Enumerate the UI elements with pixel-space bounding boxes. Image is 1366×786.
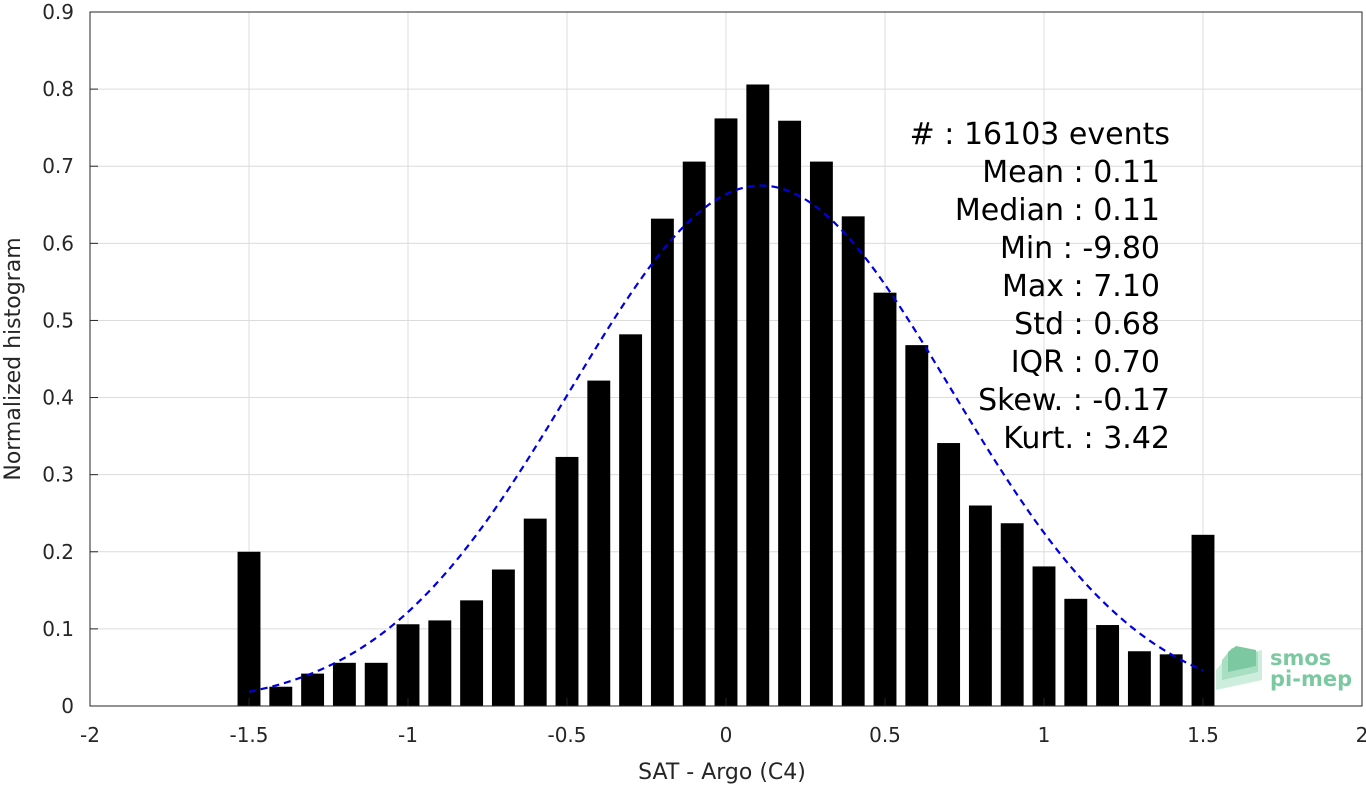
stat-line: # : 16103 events: [910, 117, 1170, 152]
histogram-bar: [332, 662, 356, 706]
gaussian-fit-curve: [248, 184, 1204, 693]
histogram-bar: [1032, 566, 1056, 706]
y-tick-label: 0.4: [42, 386, 74, 410]
logo-line-1: smos: [1270, 646, 1331, 670]
histogram-bar: [1159, 654, 1183, 706]
stat-line: Max : 7.10: [1002, 269, 1160, 304]
x-ticks: -2 -1.5 -1 -0.5 0 0.5 1 1.5 2: [80, 698, 1366, 747]
logo-mark-icon: [1216, 646, 1262, 690]
histogram-bar: [396, 624, 420, 706]
histogram-bar: [968, 505, 992, 706]
histogram-bar: [1000, 523, 1024, 706]
x-tick-label: -2: [80, 723, 100, 747]
y-tick-label: 0.5: [42, 308, 74, 332]
y-tick-label: 0.9: [42, 0, 74, 24]
histogram-bar: [746, 84, 770, 707]
y-tick-label: 0: [61, 694, 74, 718]
histogram-bar: [491, 569, 515, 706]
x-tick-label: -0.5: [547, 723, 586, 747]
histogram-bar: [714, 118, 738, 706]
histogram-bar: [1127, 651, 1151, 706]
histogram-bar: [841, 216, 865, 706]
logo-line-2: pi-mep: [1270, 667, 1352, 691]
histogram-bar: [428, 620, 452, 706]
histogram-bar: [523, 518, 547, 706]
stat-line: Mean : 0.11: [982, 155, 1160, 190]
y-axis-label: Normalized histogram: [1, 237, 26, 480]
histogram-bar: [460, 600, 484, 706]
smos-pi-mep-logo: smos pi-mep: [1216, 646, 1352, 691]
x-tick-label: 1: [1038, 723, 1051, 747]
y-tick-label: 0.6: [42, 231, 74, 255]
y-tick-label: 0.2: [42, 540, 74, 564]
bars: [237, 84, 1215, 707]
x-tick-label: 0.5: [869, 723, 901, 747]
histogram-bar: [301, 673, 325, 706]
y-tick-label: 0.8: [42, 77, 74, 101]
histogram-bar: [937, 443, 961, 706]
stat-line: Kurt. : 3.42: [1003, 421, 1170, 456]
x-tick-label: 1.5: [1187, 723, 1219, 747]
y-tick-label: 0.7: [42, 154, 74, 178]
histogram-bar: [587, 380, 611, 706]
histogram-bar: [269, 686, 293, 706]
x-tick-label: -1: [398, 723, 418, 747]
histogram-bar: [905, 345, 929, 706]
stat-line: Median : 0.11: [955, 193, 1160, 228]
x-tick-label: 2: [1356, 723, 1366, 747]
x-axis-label: SAT - Argo (C4): [638, 760, 806, 785]
histogram-bar: [650, 218, 674, 706]
x-tick-label: -1.5: [229, 723, 268, 747]
histogram-bar: [682, 161, 706, 706]
histogram-bar: [555, 456, 579, 706]
x-tick-label: 0: [720, 723, 733, 747]
histogram-bar: [364, 662, 388, 706]
histogram-bar: [237, 551, 261, 706]
histogram-bar: [1064, 598, 1088, 706]
histogram-bar: [1191, 534, 1215, 706]
histogram-bar: [873, 292, 897, 706]
stat-line: Skew. : -0.17: [978, 383, 1170, 418]
histogram-bar: [778, 120, 802, 706]
stat-line: Min : -9.80: [1000, 231, 1160, 266]
histogram-bar: [809, 161, 833, 706]
stat-line: IQR : 0.70: [1011, 345, 1160, 380]
histogram-bar: [1096, 625, 1120, 706]
y-tick-label: 0.1: [42, 617, 74, 641]
y-ticks: 0 0.1 0.2 0.3 0.4 0.5 0.6 0.7 0.8 0.9: [42, 0, 98, 718]
histogram-bar: [619, 334, 643, 706]
y-tick-label: 0.3: [42, 463, 74, 487]
stat-line: Std : 0.68: [1014, 307, 1160, 342]
